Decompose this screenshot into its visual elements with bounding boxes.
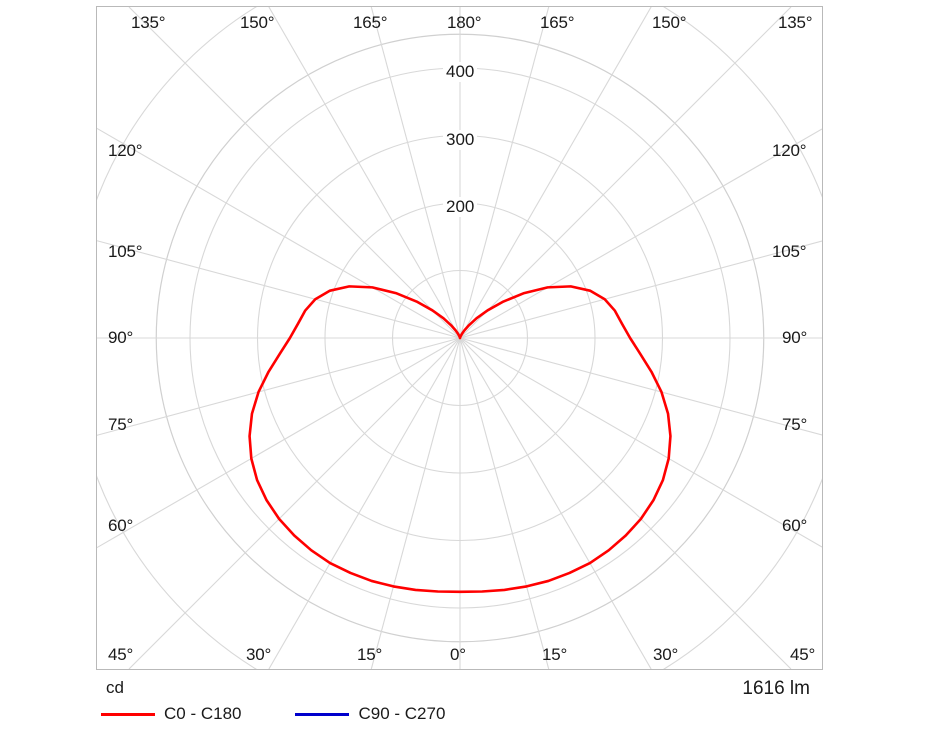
luminous-flux-label: 1616 lm <box>742 678 810 699</box>
legend-label-c90-c270: C90 - C270 <box>358 704 446 723</box>
chart-legend: C0 - C180 C90 - C270 <box>101 704 445 724</box>
angle-label-bottom: 30° <box>653 645 679 664</box>
angular-grid-spoke <box>370 7 461 339</box>
angle-label-right: 60° <box>782 516 808 535</box>
angular-grid-spoke <box>459 337 822 548</box>
angle-label-left: 120° <box>108 141 143 160</box>
angular-grid-spoke <box>97 127 461 339</box>
unit-label: cd <box>106 678 124 697</box>
angle-label-left: 105° <box>108 242 143 261</box>
angle-label-top: 135° <box>131 13 166 32</box>
plot-area <box>96 6 823 670</box>
angle-label-right: 75° <box>782 415 808 434</box>
angle-label-right: 105° <box>772 242 807 261</box>
legend-swatch-red <box>101 712 155 716</box>
angular-grid-spoke <box>459 7 652 339</box>
legend-label-c0-c180: C0 - C180 <box>164 704 242 723</box>
distribution-curve-c0-c180 <box>250 286 671 591</box>
angle-label-right: 120° <box>772 141 807 160</box>
angle-label-right: 90° <box>782 328 808 347</box>
angular-grid-spoke <box>97 240 461 339</box>
angular-grid-spoke <box>370 337 461 669</box>
angle-label-top: 150° <box>240 13 275 32</box>
angle-label-top: 165° <box>540 13 575 32</box>
angle-label-bottom: 15° <box>357 645 383 664</box>
angular-grid-spoke <box>268 337 461 669</box>
angle-label-top: 135° <box>778 13 813 32</box>
angle-label-bottom: 15° <box>542 645 568 664</box>
radial-value-label: 200 <box>443 197 478 217</box>
radial-value-label: 300 <box>443 130 478 150</box>
angle-label-left: 75° <box>108 415 134 434</box>
angle-label-top: 150° <box>652 13 687 32</box>
angular-grid-spoke <box>459 7 792 339</box>
angular-grid-spoke <box>459 337 652 669</box>
angular-grid-spoke <box>459 337 792 669</box>
angular-grid-spoke <box>268 7 461 339</box>
angle-label-top: 180° <box>447 13 482 32</box>
legend-item-c0-c180: C0 - C180 <box>101 704 241 724</box>
angular-grid-spoke <box>459 7 550 339</box>
angle-label-top: 165° <box>353 13 388 32</box>
angular-grid-spoke <box>97 337 461 436</box>
angular-grid-spoke <box>128 7 461 339</box>
angle-label-left: 60° <box>108 516 134 535</box>
angular-grid-spoke <box>97 337 461 549</box>
legend-swatch-blue <box>295 712 350 716</box>
angle-label-bottom: 45° <box>790 645 816 664</box>
chart-footer: cd 1616 lm C0 - C180 C90 - C270 <box>0 670 928 753</box>
angle-label-bottom: 0° <box>450 645 466 664</box>
angular-grid-spoke <box>459 337 822 436</box>
angular-grid-spoke <box>128 337 461 669</box>
legend-item-c90-c270: C90 - C270 <box>295 704 445 724</box>
polar-grid-and-curves <box>97 7 822 669</box>
angular-grid-spoke <box>459 337 550 669</box>
angle-label-bottom: 45° <box>108 645 134 664</box>
angular-grid-spoke <box>459 240 822 339</box>
angle-label-left: 90° <box>108 328 134 347</box>
angular-grid-spoke <box>459 128 822 339</box>
radial-value-label: 400 <box>443 62 478 82</box>
angle-label-bottom: 30° <box>246 645 272 664</box>
